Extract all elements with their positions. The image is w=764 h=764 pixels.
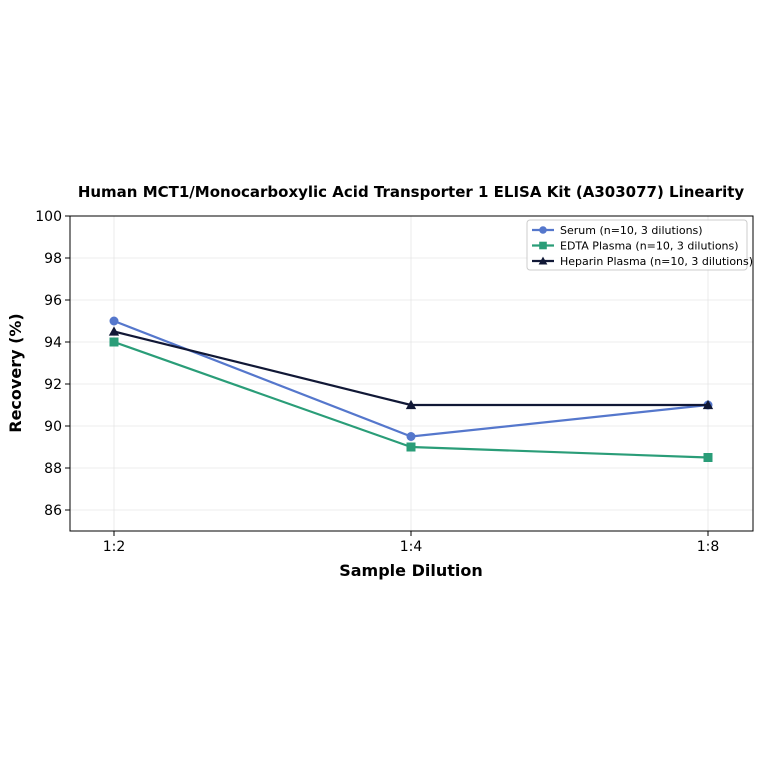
series-2 [109,337,713,462]
y-tick-label: 88 [44,461,62,477]
data-point-square [406,442,416,452]
data-point-square [539,241,547,250]
data-point-triangle [702,399,714,410]
y-axis-label: Recovery (%) [6,313,25,432]
data-point-square [703,453,713,462]
y-axis: 86 88 90 92 94 96 98 100 [35,209,70,519]
chart-title: Human MCT1/Monocarboxylic Acid Transport… [78,183,745,201]
y-tick-label: 90 [44,419,62,435]
x-axis: 1:2 1:4 1:8 [103,531,720,555]
y-tick-label: 92 [44,377,62,393]
y-tick-label: 96 [44,293,62,309]
legend: Serum (n=10, 3 dilutions) EDTA Plasma (n=… [526,219,753,271]
legend-label: Serum (n=10, 3 dilutions) [560,224,703,237]
legend-item: Heparin Plasma (n=10, 3 dilutions) [532,255,753,268]
y-tick-label: 94 [44,335,62,351]
data-point-square [109,337,119,347]
legend-item: EDTA Plasma (n=10, 3 dilutions) [532,240,739,253]
data-point-circle [109,316,119,326]
y-tick-label: 86 [44,503,62,519]
data-point-triangle [538,256,548,265]
data-point-circle [539,226,547,234]
data-point-triangle [405,399,417,410]
series-3 [108,326,714,410]
legend-item: Serum (n=10, 3 dilutions) [532,224,703,237]
x-tick-label: 1:8 [697,539,720,555]
legend-label: Heparin Plasma (n=10, 3 dilutions) [560,255,753,268]
x-tick-label: 1:4 [400,539,423,555]
x-axis-label: Sample Dilution [339,561,483,580]
y-tick-label: 100 [35,209,62,225]
legend-label: EDTA Plasma (n=10, 3 dilutions) [560,240,739,253]
legend-box [526,219,748,271]
x-tick-label: 1:2 [103,539,126,555]
data-point-circle [406,432,416,441]
data-point-triangle [108,326,120,336]
y-tick-label: 98 [44,251,62,267]
series-layer [108,316,714,462]
